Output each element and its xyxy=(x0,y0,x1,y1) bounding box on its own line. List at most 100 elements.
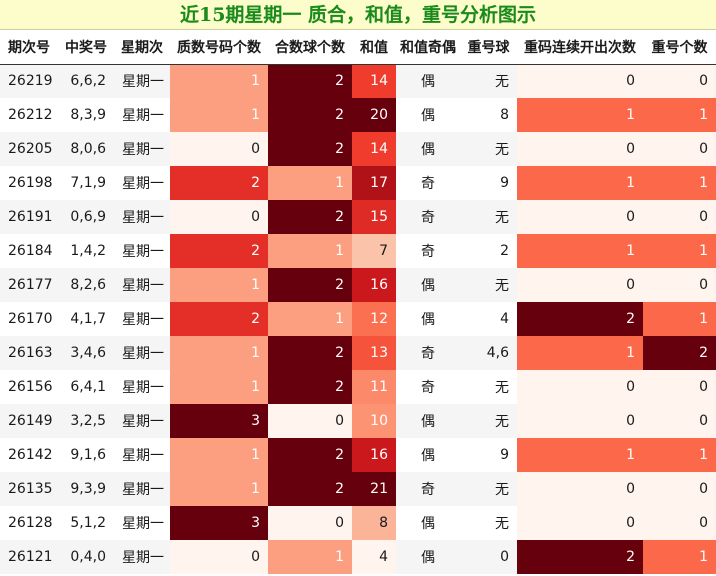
weekday-cell: 星期一 xyxy=(114,268,170,302)
repeat-ball-cell: 4 xyxy=(460,302,517,336)
issue-cell: 26142 xyxy=(0,438,58,472)
prime-count-cell: 0 xyxy=(170,200,268,234)
sum-cell: 13 xyxy=(352,336,396,370)
repeat-ball-cell: 无 xyxy=(460,200,517,234)
repeat-count-cell: 1 xyxy=(643,302,716,336)
composite-count-cell: 1 xyxy=(268,166,352,200)
prime-count-cell: 1 xyxy=(170,438,268,472)
winning-number-cell: 8,0,6 xyxy=(58,132,114,166)
repeat-streak-cell: 0 xyxy=(517,370,643,404)
analysis-table: 期次号 中奖号 星期次 质数号码个数 合数球个数 和值 和值奇偶 重号球 重码连… xyxy=(0,30,716,574)
repeat-ball-cell: 无 xyxy=(460,404,517,438)
issue-cell: 26156 xyxy=(0,370,58,404)
sum-cell: 20 xyxy=(352,98,396,132)
winning-number-cell: 9,1,6 xyxy=(58,438,114,472)
winning-number-cell: 0,6,9 xyxy=(58,200,114,234)
issue-cell: 26212 xyxy=(0,98,58,132)
winning-number-cell: 5,1,2 xyxy=(58,506,114,540)
issue-cell: 26163 xyxy=(0,336,58,370)
table-row: 26191 0,6,9 星期一 0 2 15 奇无 0 0 xyxy=(0,200,716,234)
repeat-streak-cell: 1 xyxy=(517,98,643,132)
sum-parity-cell: 偶 xyxy=(396,64,460,98)
winning-number-cell: 3,4,6 xyxy=(58,336,114,370)
repeat-streak-cell: 1 xyxy=(517,336,643,370)
header-repeat-count: 重号个数 xyxy=(643,30,716,65)
repeat-count-cell: 1 xyxy=(643,98,716,132)
repeat-streak-cell: 0 xyxy=(517,268,643,302)
repeat-ball-cell: 无 xyxy=(460,132,517,166)
sum-parity-cell: 奇 xyxy=(396,336,460,370)
table-row: 26212 8,3,9 星期一 1 2 20 偶 8 1 1 xyxy=(0,98,716,132)
prime-count-cell: 1 xyxy=(170,64,268,98)
table-row: 26184 1,4,2 星期一 2 1 7 奇 2 1 1 xyxy=(0,234,716,268)
repeat-streak-cell: 0 xyxy=(517,132,643,166)
composite-count-cell: 2 xyxy=(268,132,352,166)
sum-cell: 15 xyxy=(352,200,396,234)
page-title: 近15期星期一 质合，和值，重号分析图示 xyxy=(0,0,716,30)
sum-cell: 21 xyxy=(352,472,396,506)
sum-cell: 8 xyxy=(352,506,396,540)
winning-number-cell: 8,2,6 xyxy=(58,268,114,302)
composite-count-cell: 2 xyxy=(268,370,352,404)
issue-cell: 26219 xyxy=(0,64,58,98)
repeat-ball-cell: 8 xyxy=(460,98,517,132)
composite-count-cell: 1 xyxy=(268,540,352,574)
repeat-count-cell: 0 xyxy=(643,200,716,234)
header-issue: 期次号 xyxy=(0,30,58,65)
prime-count-cell: 1 xyxy=(170,472,268,506)
sum-parity-cell: 奇 xyxy=(396,166,460,200)
prime-count-cell: 2 xyxy=(170,302,268,336)
composite-count-cell: 2 xyxy=(268,268,352,302)
prime-count-cell: 1 xyxy=(170,268,268,302)
weekday-cell: 星期一 xyxy=(114,200,170,234)
issue-cell: 26170 xyxy=(0,302,58,336)
issue-cell: 26128 xyxy=(0,506,58,540)
prime-count-cell: 0 xyxy=(170,132,268,166)
table-row: 26163 3,4,6 星期一 1 2 13 奇 4,6 1 2 xyxy=(0,336,716,370)
composite-count-cell: 1 xyxy=(268,302,352,336)
repeat-ball-cell: 无 xyxy=(460,370,517,404)
repeat-count-cell: 1 xyxy=(643,540,716,574)
repeat-streak-cell: 1 xyxy=(517,438,643,472)
table-row: 26135 9,3,9 星期一 1 2 21 奇无 0 0 xyxy=(0,472,716,506)
prime-count-cell: 1 xyxy=(170,370,268,404)
repeat-streak-cell: 0 xyxy=(517,472,643,506)
table-row: 26128 5,1,2 星期一 3 0 8 偶无 0 0 xyxy=(0,506,716,540)
sum-parity-cell: 偶 xyxy=(396,132,460,166)
weekday-cell: 星期一 xyxy=(114,370,170,404)
prime-count-cell: 3 xyxy=(170,506,268,540)
header-weekday: 星期次 xyxy=(114,30,170,65)
repeat-streak-cell: 0 xyxy=(517,506,643,540)
sum-parity-cell: 奇 xyxy=(396,370,460,404)
sum-cell: 14 xyxy=(352,64,396,98)
repeat-count-cell: 1 xyxy=(643,166,716,200)
repeat-streak-cell: 1 xyxy=(517,166,643,200)
weekday-cell: 星期一 xyxy=(114,404,170,438)
prime-count-cell: 1 xyxy=(170,336,268,370)
table-row: 26142 9,1,6 星期一 1 2 16 偶 9 1 1 xyxy=(0,438,716,472)
table-row: 26121 0,4,0 星期一 0 1 4 偶 0 2 1 xyxy=(0,540,716,574)
composite-count-cell: 0 xyxy=(268,506,352,540)
repeat-count-cell: 0 xyxy=(643,132,716,166)
weekday-cell: 星期一 xyxy=(114,166,170,200)
issue-cell: 26177 xyxy=(0,268,58,302)
weekday-cell: 星期一 xyxy=(114,540,170,574)
repeat-ball-cell: 9 xyxy=(460,438,517,472)
header-sum-parity: 和值奇偶 xyxy=(396,30,460,65)
winning-number-cell: 3,2,5 xyxy=(58,404,114,438)
prime-count-cell: 0 xyxy=(170,540,268,574)
composite-count-cell: 2 xyxy=(268,336,352,370)
issue-cell: 26184 xyxy=(0,234,58,268)
winning-number-cell: 0,4,0 xyxy=(58,540,114,574)
prime-count-cell: 2 xyxy=(170,166,268,200)
sum-parity-cell: 奇 xyxy=(396,200,460,234)
repeat-streak-cell: 0 xyxy=(517,404,643,438)
header-repeat-streak: 重码连续开出次数 xyxy=(517,30,643,65)
prime-count-cell: 2 xyxy=(170,234,268,268)
repeat-streak-cell: 0 xyxy=(517,64,643,98)
weekday-cell: 星期一 xyxy=(114,64,170,98)
issue-cell: 26149 xyxy=(0,404,58,438)
table-row: 26177 8,2,6 星期一 1 2 16 偶无 0 0 xyxy=(0,268,716,302)
repeat-ball-cell: 无 xyxy=(460,268,517,302)
table-row: 26198 7,1,9 星期一 2 1 17 奇 9 1 1 xyxy=(0,166,716,200)
